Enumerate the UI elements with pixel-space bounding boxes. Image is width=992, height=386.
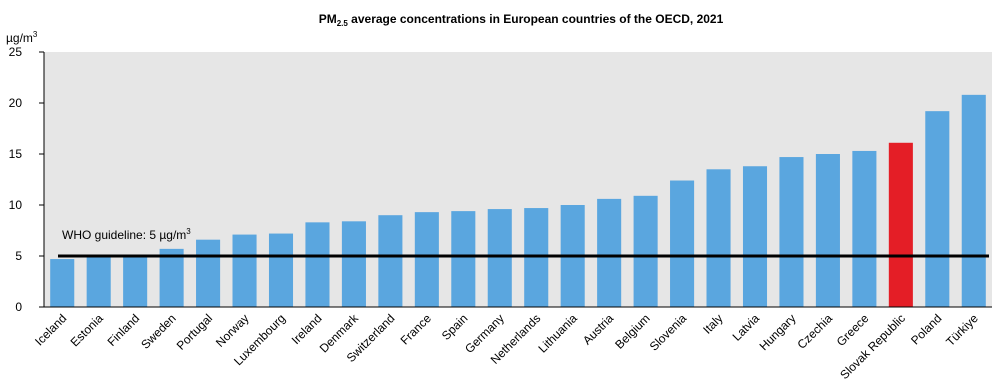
bar-italy xyxy=(706,169,731,307)
bar-ireland xyxy=(305,222,330,307)
x-tick-label: Estonia xyxy=(68,311,106,349)
x-tick-label: Italy xyxy=(700,311,725,336)
x-tick-label: Belgium xyxy=(612,311,653,352)
x-tick-label: Türkiye xyxy=(943,311,981,349)
x-tick-label: Slovak Republic xyxy=(837,311,908,382)
y-tick-label: 5 xyxy=(15,249,22,263)
chart-title-prefix: PM xyxy=(319,12,337,26)
y-axis-unit-superscript: 3 xyxy=(33,30,38,39)
bar-hungary xyxy=(779,157,804,307)
bar-estonia xyxy=(86,256,111,307)
x-tick-label: Portugal xyxy=(174,311,216,353)
x-tick-label: Czechia xyxy=(794,311,835,352)
who-guideline-label-text: WHO guideline: 5 µg/m xyxy=(62,228,186,242)
bar-iceland xyxy=(50,259,75,307)
bar-poland xyxy=(925,111,950,307)
bars xyxy=(50,94,986,307)
bar-slovenia xyxy=(670,180,695,307)
x-tick-label: France xyxy=(398,311,435,348)
x-tick-label: Spain xyxy=(439,311,471,343)
x-tick-label: Iceland xyxy=(32,311,69,348)
y-tick-label: 20 xyxy=(9,96,23,110)
bar-t-rkiye xyxy=(961,94,986,307)
x-tick-label: Sweden xyxy=(138,311,179,352)
bar-finland xyxy=(123,256,148,307)
plot-area xyxy=(44,52,992,307)
x-tick-label: Slovenia xyxy=(647,311,690,354)
chart-title-subscript: 2.5 xyxy=(337,19,349,28)
chart-title-suffix: average concentrations in European count… xyxy=(348,12,724,26)
bar-slovak-republic xyxy=(888,142,913,307)
bar-sweden xyxy=(159,248,184,307)
bar-spain xyxy=(451,211,476,307)
bar-czechia xyxy=(815,154,840,307)
who-guideline-label: WHO guideline: 5 µg/m3 xyxy=(62,227,191,242)
y-axis-unit-base: µg/m xyxy=(6,31,33,45)
bar-switzerland xyxy=(378,215,403,307)
x-tick-label: Hungary xyxy=(757,311,799,353)
bar-luxembourg xyxy=(268,233,294,307)
bar-netherlands xyxy=(524,208,549,307)
bar-france xyxy=(414,212,439,307)
x-tick-label: Latvia xyxy=(730,311,763,344)
y-tick-label: 0 xyxy=(15,300,22,314)
y-axis-unit: µg/m3 xyxy=(6,30,38,45)
x-tick-label: Poland xyxy=(908,311,944,347)
bar-denmark xyxy=(341,221,366,307)
bar-greece xyxy=(852,150,877,307)
who-guideline-label-superscript: 3 xyxy=(186,227,191,236)
chart-title: PM2.5 average concentrations in European… xyxy=(319,12,724,28)
bar-belgium xyxy=(633,195,658,307)
bar-norway xyxy=(232,234,257,307)
y-tick-label: 10 xyxy=(9,198,23,212)
x-tick-label: Ireland xyxy=(289,311,325,347)
y-axis: 0 5 10 15 20 25 xyxy=(9,45,45,314)
bar-latvia xyxy=(742,166,768,307)
x-tick-label: Finland xyxy=(105,311,143,349)
bar-portugal xyxy=(196,239,221,307)
bar-austria xyxy=(597,198,622,307)
y-tick-label: 15 xyxy=(9,147,23,161)
y-tick-label: 25 xyxy=(9,45,23,59)
bar-germany xyxy=(487,209,512,307)
x-tick-label: Lithuania xyxy=(535,311,580,356)
x-axis-labels: IcelandEstoniaFinlandSwedenPortugalNorwa… xyxy=(32,311,981,382)
